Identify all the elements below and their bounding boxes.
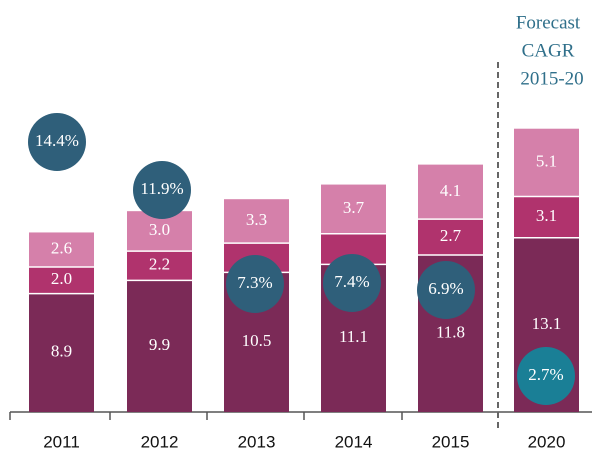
growth-label: 6.9% xyxy=(428,279,463,298)
growth-label: 11.9% xyxy=(140,179,183,198)
data-label: 4.1 xyxy=(440,181,461,200)
growth-bubble xyxy=(517,347,575,405)
data-label: 13.1 xyxy=(532,314,562,333)
x-tick-label: 2015 xyxy=(432,432,470,451)
growth-bubble xyxy=(417,261,475,319)
x-tick-label: 2014 xyxy=(335,432,373,451)
annotation: 2015-20 xyxy=(520,68,583,89)
growth-label: 2.7% xyxy=(528,365,563,384)
growth-bubble xyxy=(226,255,284,313)
bar-segment xyxy=(418,164,483,220)
data-label: 8.9 xyxy=(51,342,72,361)
bar-segment xyxy=(29,232,94,268)
growth-label: 14.4% xyxy=(35,131,79,150)
data-label: 10.5 xyxy=(242,331,272,350)
growth-label: 7.4% xyxy=(334,272,369,291)
bar-segment xyxy=(29,293,94,412)
bar-segment xyxy=(127,280,192,412)
x-tick-label: 2013 xyxy=(238,432,276,451)
data-label: 3.7 xyxy=(343,198,365,217)
bar-segment xyxy=(514,128,579,197)
data-label: 5.1 xyxy=(536,152,557,171)
data-label: 11.1 xyxy=(339,327,368,346)
data-label: 3.0 xyxy=(149,220,170,239)
bar-segment xyxy=(514,196,579,238)
x-tick-label: 2012 xyxy=(141,432,179,451)
data-label: 9.9 xyxy=(149,335,170,354)
data-label: 2.7 xyxy=(440,226,462,245)
growth-bubble xyxy=(28,113,86,171)
annotation: Forecast xyxy=(516,12,581,33)
bar-segment xyxy=(224,199,289,244)
data-label: 2.0 xyxy=(51,269,72,288)
bar-segment xyxy=(321,184,386,234)
bar-segment xyxy=(127,251,192,281)
annotation: CAGR xyxy=(522,40,575,61)
data-label: 3.1 xyxy=(536,206,557,225)
growth-bubble xyxy=(133,161,191,219)
data-label: 2.6 xyxy=(51,239,72,258)
growth-label: 7.3% xyxy=(237,273,272,292)
data-label: 2.2 xyxy=(149,255,170,274)
x-tick-label: 2011 xyxy=(43,432,80,451)
x-tick-label: 2020 xyxy=(528,432,566,451)
data-label: 3.3 xyxy=(246,210,267,229)
bar-segment xyxy=(418,219,483,256)
bar-segment xyxy=(29,267,94,294)
data-label: 11.8 xyxy=(436,322,465,341)
growth-bubble xyxy=(323,254,381,312)
